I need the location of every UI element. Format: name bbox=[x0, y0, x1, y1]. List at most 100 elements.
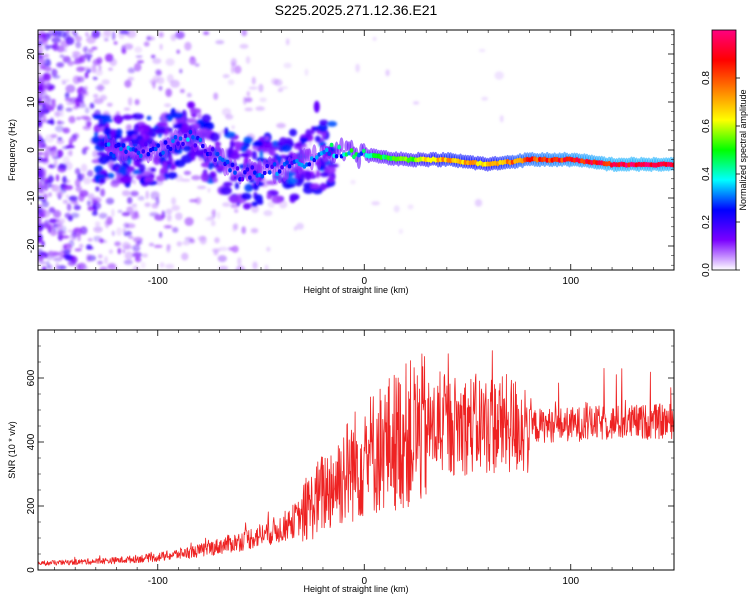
snr-frame bbox=[37, 329, 675, 571]
spectrogram-noise-cell bbox=[62, 155, 70, 165]
spectrogram-noise-cell bbox=[55, 262, 59, 270]
spectrogram-noise-cell bbox=[123, 107, 131, 111]
spectrogram-noise-cell bbox=[38, 225, 44, 232]
spectrogram-cell bbox=[106, 154, 111, 163]
spectrogram-noise-cell bbox=[159, 43, 163, 51]
spectrogram-noise-cell bbox=[233, 65, 242, 74]
spectrogram-noise-cell bbox=[72, 132, 80, 139]
spectrogram-cell bbox=[97, 123, 104, 128]
spectrogram-noise-cell bbox=[38, 68, 41, 75]
spectrogram-noise-cell bbox=[97, 260, 103, 265]
spectrogram-noise-cell bbox=[213, 92, 219, 100]
spectrogram-noise-cell bbox=[95, 69, 103, 76]
spectrogram-noise-cell bbox=[135, 55, 143, 59]
spectrogram-noise-cell bbox=[132, 179, 136, 185]
spectrogram-noise-cell bbox=[150, 191, 160, 200]
spectrogram-noise-cell bbox=[158, 31, 164, 38]
spectrogram-ridge-core bbox=[240, 176, 245, 182]
spectrogram-noise-cell bbox=[66, 30, 70, 34]
spectrogram-noise-cell bbox=[246, 91, 251, 97]
spectrogram-cell bbox=[278, 137, 288, 146]
spectrogram-noise-cell bbox=[137, 195, 145, 201]
spectrogram-noise-cell bbox=[70, 232, 78, 241]
spectrogram-cell bbox=[115, 116, 121, 123]
spectrogram-noise-cell bbox=[145, 190, 149, 200]
spectrogram-noise-cell bbox=[59, 54, 65, 58]
spectrogram-noise-cell bbox=[119, 30, 130, 35]
spectrogram-ridge-core bbox=[183, 133, 188, 139]
spectrogram-noise-cell bbox=[165, 58, 175, 66]
spectrogram-noise-cell bbox=[65, 107, 73, 112]
spectrogram-noise-cell bbox=[296, 222, 304, 230]
spectrogram-noise-cell bbox=[474, 199, 483, 207]
spectrogram-cell bbox=[138, 124, 150, 134]
spectrogram-noise-cell bbox=[42, 114, 47, 123]
spectrogram-noise-cell bbox=[93, 93, 99, 99]
spectrogram-noise-cell bbox=[91, 30, 101, 39]
spectrogram-noise-cell bbox=[252, 261, 258, 270]
spectrogram-ridge-core bbox=[414, 157, 418, 163]
spectrogram-ridge-core bbox=[186, 137, 190, 142]
spectrogram-cell bbox=[310, 183, 320, 190]
spectrogram-noise-cell bbox=[181, 252, 189, 261]
spectrogram-noise-cell bbox=[70, 212, 80, 218]
spectrogram-noise-cell bbox=[230, 65, 235, 74]
spectrogram-cell bbox=[261, 140, 273, 149]
spectrogram-noise-cell bbox=[52, 210, 62, 218]
spectrogram-ridge-core bbox=[171, 138, 175, 144]
spectrogram-cell bbox=[228, 194, 240, 204]
spectrogram-noise-cell bbox=[308, 139, 312, 147]
spectrogram-noise-cell bbox=[398, 228, 404, 235]
spectrogram-y-tick-label: -10 bbox=[26, 190, 37, 205]
spectrogram-noise-cell bbox=[48, 250, 53, 256]
spectrogram-cell bbox=[127, 158, 132, 165]
spectrogram-noise-cell bbox=[245, 56, 251, 64]
spectrogram-cell bbox=[119, 137, 130, 143]
spectrogram-noise-cell bbox=[125, 125, 129, 131]
spectrogram-noise-cell bbox=[99, 266, 108, 270]
spectrogram-noise-cell bbox=[67, 229, 73, 233]
spectrogram-noise-cell bbox=[259, 97, 267, 103]
spectrogram-cell bbox=[286, 177, 297, 184]
spectrogram-ridge-core bbox=[632, 162, 636, 168]
spectrogram-noise-cell bbox=[77, 76, 85, 83]
spectrogram-cell bbox=[253, 140, 264, 148]
spectrogram-cell bbox=[281, 144, 292, 153]
spectrogram-cell bbox=[240, 152, 250, 158]
spectrogram-noise-cell bbox=[123, 43, 134, 50]
spectrogram-noise-cell bbox=[123, 222, 130, 229]
spectrogram-noise-cell bbox=[91, 46, 98, 50]
spectrogram-noise-cell bbox=[111, 31, 116, 41]
spectrogram-noise-cell bbox=[54, 111, 61, 117]
spectrogram-noise-cell bbox=[210, 220, 216, 227]
spectrogram-noise-cell bbox=[104, 38, 109, 42]
spectrogram-ridge-core bbox=[337, 145, 341, 150]
spectrogram-noise-cell bbox=[38, 97, 42, 105]
spectrogram-noise-cell bbox=[121, 190, 131, 197]
spectrogram-noise-cell bbox=[179, 88, 185, 94]
spectrogram-ridge-core bbox=[557, 157, 562, 163]
spectrogram-ridge-core bbox=[188, 129, 193, 135]
spectrogram-noise-cell bbox=[154, 214, 165, 221]
spectrogram-cell bbox=[327, 176, 335, 183]
spectrogram-noise-cell bbox=[69, 149, 73, 157]
spectrogram-noise-cell bbox=[86, 200, 92, 207]
spectrogram-noise-cell bbox=[43, 150, 50, 159]
spectrogram-noise-cell bbox=[80, 115, 90, 120]
spectrogram-noise-cell bbox=[92, 235, 102, 242]
spectrogram-x-tick-label: 0 bbox=[361, 276, 367, 287]
spectrogram-noise-cell bbox=[91, 64, 97, 74]
spectrogram-cell bbox=[107, 172, 115, 179]
spectrogram-noise-cell bbox=[51, 98, 56, 104]
spectrogram-ridge-core bbox=[225, 159, 230, 165]
spectrogram-ridge-core bbox=[352, 154, 356, 159]
spectrogram-ridge-core bbox=[359, 151, 364, 156]
spectrogram-ridge-halo bbox=[317, 155, 322, 170]
spectrogram-ridge-core bbox=[530, 156, 535, 162]
spectrogram-noise-cell bbox=[55, 190, 64, 198]
spectrogram-cell bbox=[156, 121, 168, 128]
spectrogram-ridge-core bbox=[163, 140, 168, 145]
spectrogram-noise-cell bbox=[124, 244, 133, 250]
